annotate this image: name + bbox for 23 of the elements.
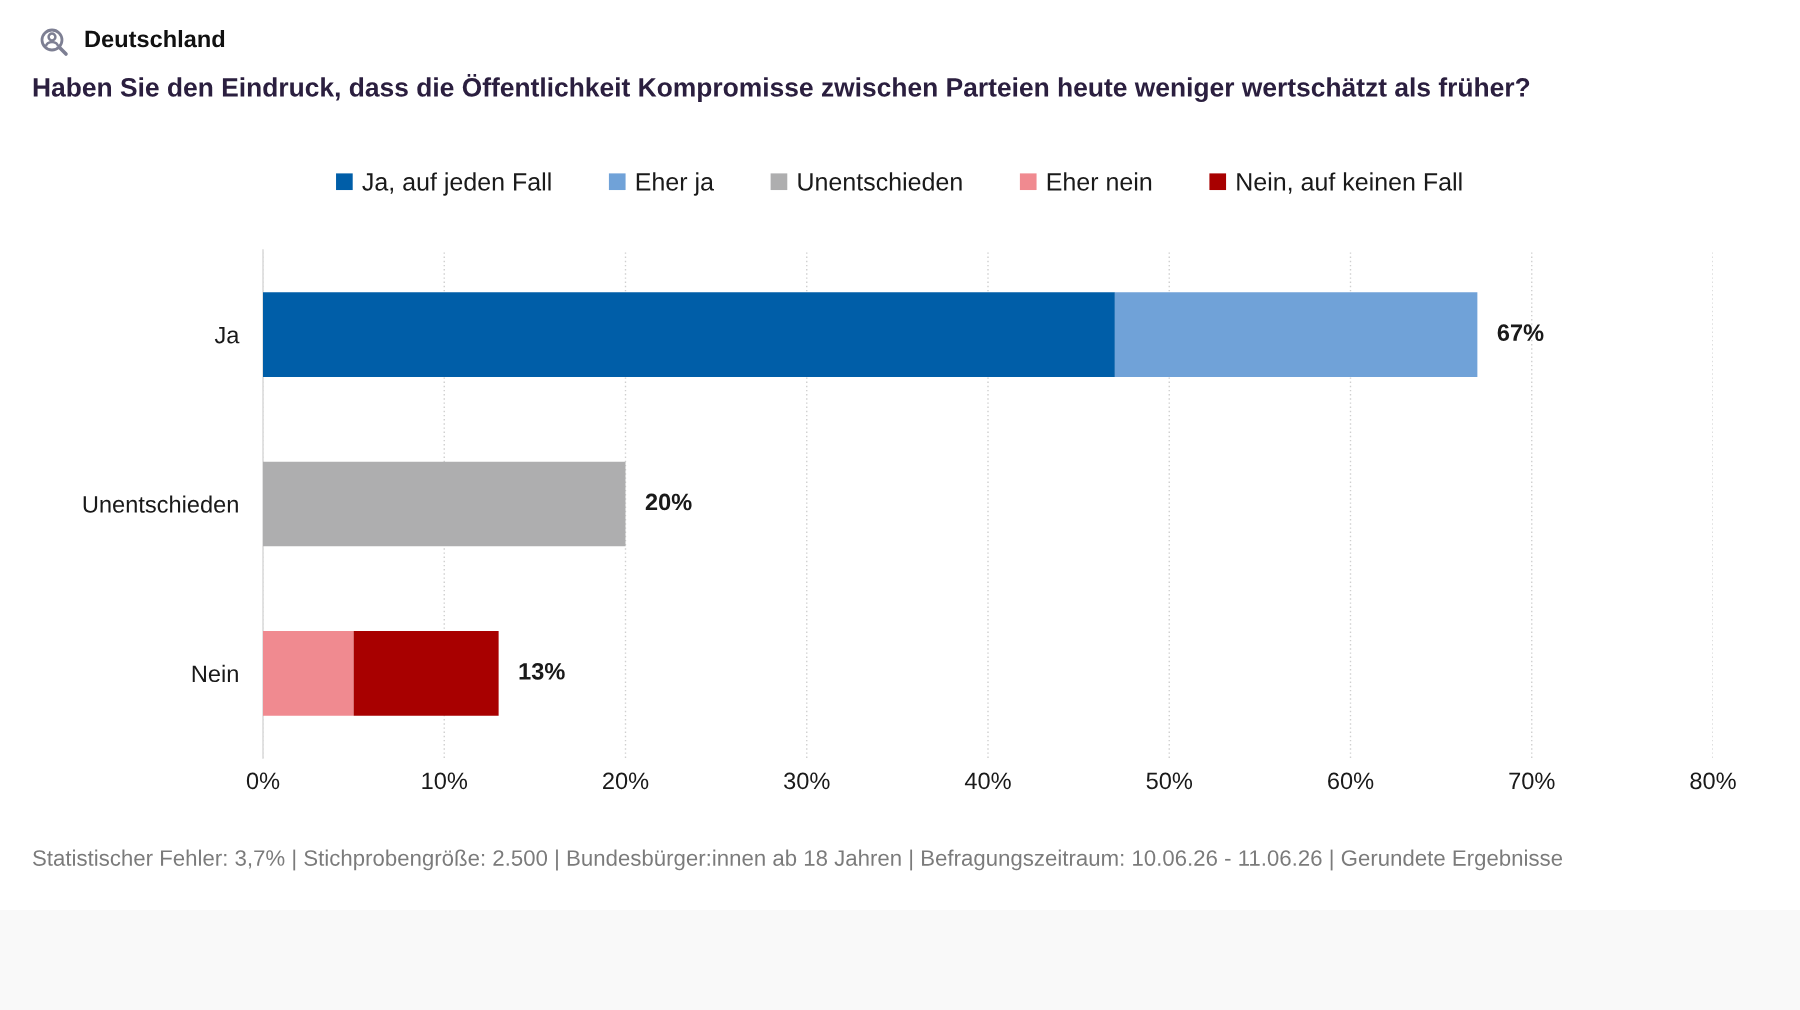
- x-tick-label: 70%: [1509, 772, 1555, 790]
- legend-label: Nein, auf keinen Fall: [1237, 172, 1462, 194]
- total-label: 20%: [645, 493, 692, 511]
- x-tick-label: 40%: [964, 772, 1011, 790]
- total-label: 13%: [519, 662, 565, 680]
- legend-label: Eher ja: [636, 172, 714, 196]
- x-tick-label: 50%: [1146, 772, 1193, 790]
- y-tick-label: Ja: [214, 326, 240, 344]
- text: Statistischer Fehler: 3,7% | Stichprobengröße: 2.500 | Bundesbürger:innen ab 18 Jahren | Befragungszeitraum: 10.06.26 - 11.06.26 | Gerundete Ergebnisse: [33, 849, 1563, 871]
- y-tick-label: Unentschieden: [83, 495, 238, 513]
- total-label: 67%: [1497, 324, 1544, 341]
- x-tick-label: 0%: [246, 772, 280, 790]
- x-tick-label: 10%: [422, 772, 468, 790]
- x-tick-label: 20%: [603, 772, 649, 790]
- x-tick-label: 30%: [784, 772, 830, 790]
- legend-label: Ja, auf jeden Fall: [362, 172, 551, 196]
- x-tick-label: 60%: [1328, 772, 1374, 790]
- x-tick-label: 80%: [1690, 772, 1736, 790]
- legend-label: Eher nein: [1047, 172, 1152, 191]
- y-tick-label: Nein: [192, 664, 238, 683]
- chart-title: Deutschland: [85, 30, 225, 48]
- legend-label: Unentschieden: [798, 172, 962, 191]
- chart-subtitle: Haben Sie den Eindruck, dass die Öffentlichkeit Kompromisse zwischen Parteien heute weniger wertschätzt als früher?: [33, 73, 1530, 103]
